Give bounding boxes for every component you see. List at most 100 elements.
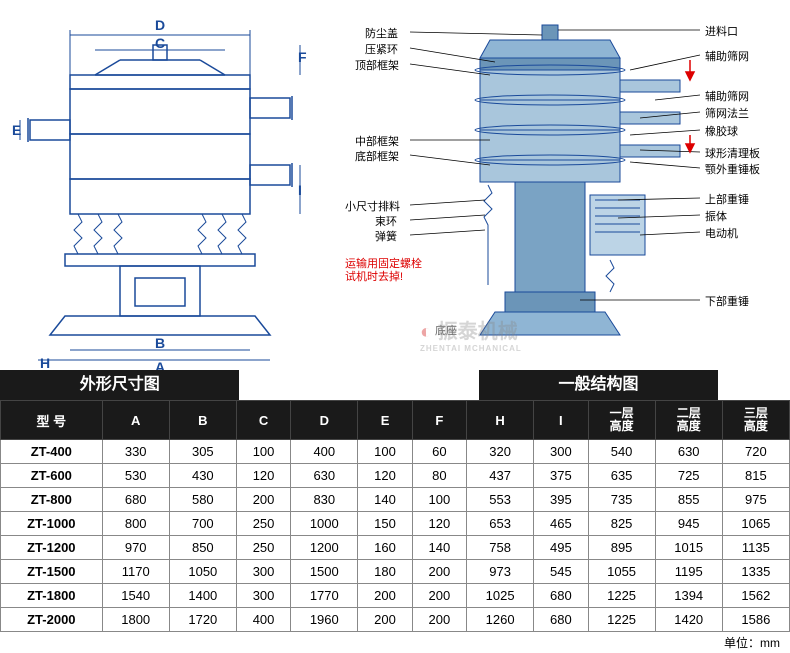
table-cell: 1015 [655, 536, 722, 560]
svg-text:F: F [298, 49, 307, 65]
table-cell: 300 [236, 560, 290, 584]
table-cell: 855 [655, 488, 722, 512]
table-cell: 395 [534, 488, 588, 512]
diagram-area: D C E F I B A A H [0, 0, 790, 370]
table-cell: 815 [722, 464, 789, 488]
table-cell: 1200 [291, 536, 358, 560]
table-cell: 680 [534, 608, 588, 632]
svg-text:B: B [155, 335, 165, 351]
col-header: A [102, 401, 169, 440]
lbl-flange: 筛网法兰 [705, 105, 749, 121]
table-cell: ZT-600 [1, 464, 103, 488]
table-cell: 1335 [722, 560, 789, 584]
table-cell: 305 [169, 440, 236, 464]
lbl-top-frame: 顶部框架 [355, 57, 399, 73]
table-row: ZT-60053043012063012080437375635725815 [1, 464, 790, 488]
svg-text:C: C [155, 35, 165, 51]
lbl-band: 束环 [375, 213, 397, 229]
table-cell: 465 [534, 512, 588, 536]
table-cell: 1960 [291, 608, 358, 632]
col-header: I [534, 401, 588, 440]
table-cell: 1025 [467, 584, 534, 608]
table-cell: 375 [534, 464, 588, 488]
table-cell: ZT-1200 [1, 536, 103, 560]
table-cell: 1540 [102, 584, 169, 608]
table-cell: 975 [722, 488, 789, 512]
table-cell: 120 [412, 512, 466, 536]
table-cell: 80 [412, 464, 466, 488]
lbl-dust-cover: 防尘盖 [365, 25, 398, 41]
table-cell: 495 [534, 536, 588, 560]
table-cell: 430 [169, 464, 236, 488]
table-cell: 120 [358, 464, 412, 488]
table-cell: 720 [722, 440, 789, 464]
table-cell: 60 [412, 440, 466, 464]
table-cell: 680 [534, 584, 588, 608]
table-row: ZT-40033030510040010060320300540630720 [1, 440, 790, 464]
table-cell: 200 [412, 608, 466, 632]
table-cell: ZT-2000 [1, 608, 103, 632]
col-header: 型 号 [1, 401, 103, 440]
table-row: ZT-1500117010503001500180200973545105511… [1, 560, 790, 584]
table-row: ZT-1800154014003001770200200102568012251… [1, 584, 790, 608]
table-cell: 895 [588, 536, 655, 560]
table-cell: 700 [169, 512, 236, 536]
table-cell: 1400 [169, 584, 236, 608]
table-cell: ZT-400 [1, 440, 103, 464]
lbl-motor: 电动机 [705, 225, 738, 241]
table-cell: 635 [588, 464, 655, 488]
table-cell: 300 [534, 440, 588, 464]
table-cell: 680 [102, 488, 169, 512]
table-row: ZT-1200970850250120016014075849589510151… [1, 536, 790, 560]
table-row: ZT-800680580200830140100553395735855975 [1, 488, 790, 512]
table-cell: 1800 [102, 608, 169, 632]
table-cell: 160 [358, 536, 412, 560]
table-cell: 653 [467, 512, 534, 536]
table-cell: 945 [655, 512, 722, 536]
table-cell: 630 [655, 440, 722, 464]
table-cell: 850 [169, 536, 236, 560]
table-cell: 1260 [467, 608, 534, 632]
table-body: ZT-40033030510040010060320300540630720ZT… [1, 440, 790, 632]
lbl-hammer-out: 颚外重锤板 [705, 161, 760, 177]
table-cell: 300 [236, 584, 290, 608]
title-gap [239, 370, 478, 400]
table-cell: 735 [588, 488, 655, 512]
col-header: 二层高度 [655, 401, 722, 440]
unit-label: 单位：mm [0, 632, 790, 653]
table-cell: 1562 [722, 584, 789, 608]
table-cell: 250 [236, 512, 290, 536]
table-cell: 1000 [291, 512, 358, 536]
lbl-bot-frame: 底部框架 [355, 148, 399, 164]
table-cell: 1420 [655, 608, 722, 632]
table-cell: 800 [102, 512, 169, 536]
table-cell: ZT-1000 [1, 512, 103, 536]
table-cell: 100 [358, 440, 412, 464]
table-cell: 1065 [722, 512, 789, 536]
watermark: ◐ 振泰机械 ZHENTAI MCHANICAL [420, 315, 522, 353]
table-cell: 400 [291, 440, 358, 464]
table-cell: 1586 [722, 608, 789, 632]
table-cell: 973 [467, 560, 534, 584]
lbl-inlet: 进料口 [705, 23, 738, 39]
lbl-clean: 球形清理板 [705, 145, 760, 161]
dim-svg: D C E F I B A A H [0, 0, 320, 370]
svg-text:E: E [12, 122, 21, 138]
table-cell: 1770 [291, 584, 358, 608]
table-cell: 630 [291, 464, 358, 488]
lbl-up-hammer: 上部重锤 [705, 191, 749, 207]
col-header: C [236, 401, 290, 440]
diagram-titles: 外形尺寸图 一般结构图 [0, 370, 790, 400]
table-cell: 200 [358, 584, 412, 608]
lbl-ball: 橡胶球 [705, 123, 738, 139]
table-cell: ZT-1500 [1, 560, 103, 584]
table-cell: 1500 [291, 560, 358, 584]
lbl-red2: 试机时去掉! [345, 268, 403, 284]
table-cell: 545 [534, 560, 588, 584]
lbl-low-hammer: 下部重锤 [705, 293, 749, 309]
table-cell: 1225 [588, 584, 655, 608]
table-cell: 330 [102, 440, 169, 464]
table-cell: 530 [102, 464, 169, 488]
table-cell: 200 [412, 560, 466, 584]
col-header: H [467, 401, 534, 440]
